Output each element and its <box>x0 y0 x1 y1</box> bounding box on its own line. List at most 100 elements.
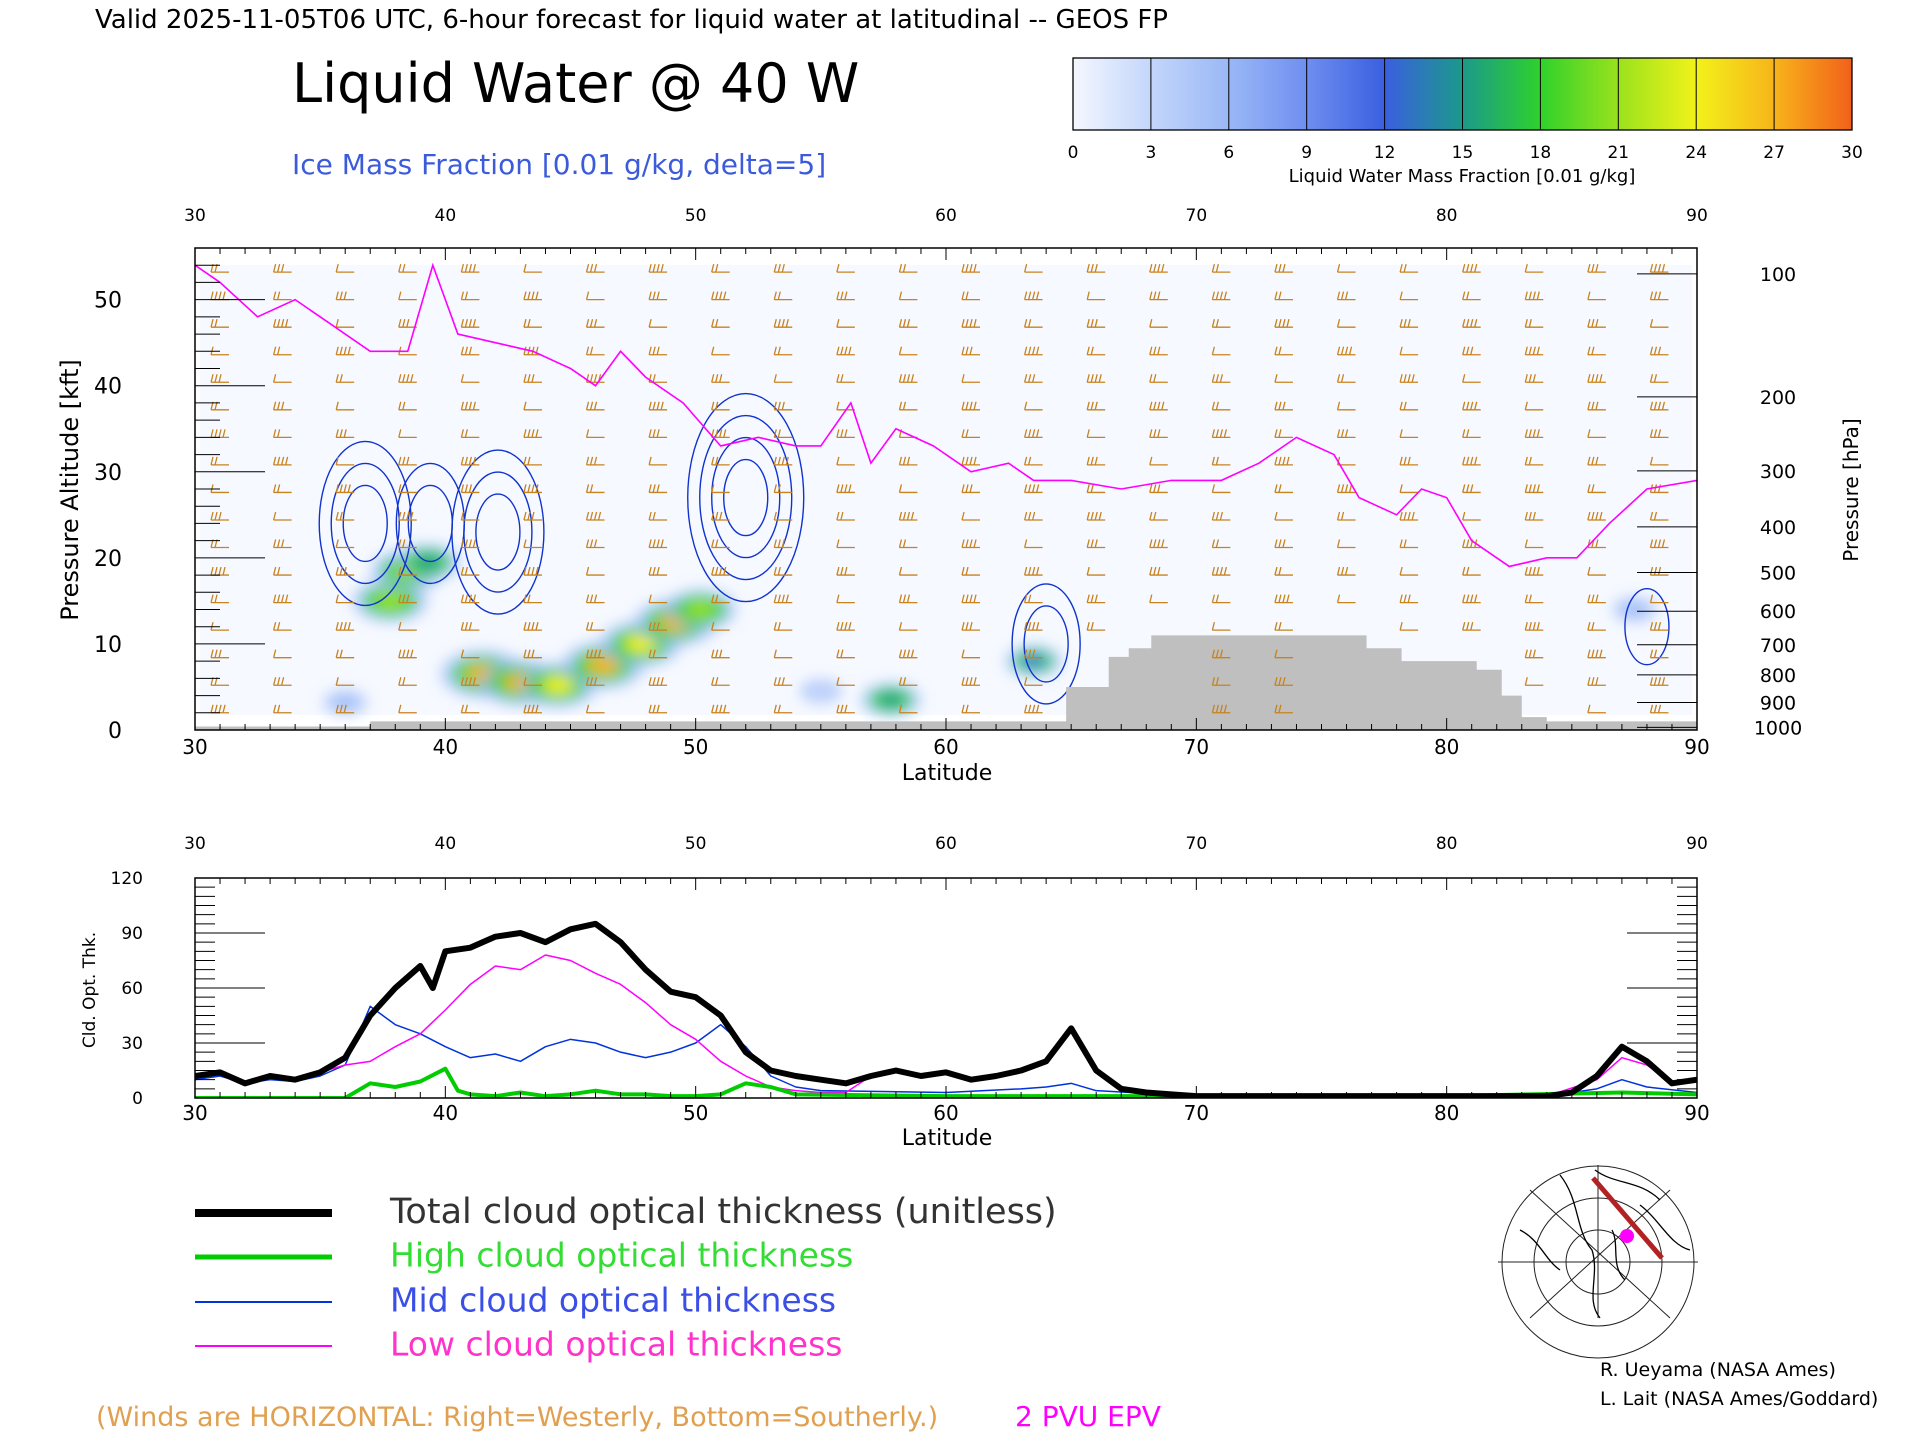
wind-barb <box>335 429 355 439</box>
wind-barb <box>335 263 355 273</box>
wind-barb <box>1399 621 1419 631</box>
legend-label-high: High cloud optical thickness <box>390 1236 853 1275</box>
wind-barb <box>398 429 417 439</box>
wind-barb <box>1086 263 1106 273</box>
pressure-tick-label: 1000 <box>1754 717 1802 739</box>
wind-barb <box>460 401 480 411</box>
ice-contour-line <box>475 493 521 571</box>
wind-barb <box>523 484 542 494</box>
wind-barb <box>1524 677 1544 686</box>
wind-barb <box>272 484 292 494</box>
wind-barb <box>210 511 230 521</box>
wind-barb <box>1274 374 1293 383</box>
wind-barb <box>523 263 542 273</box>
wind-barb <box>711 429 730 439</box>
ice-contour-line <box>342 484 388 563</box>
wind-barb <box>272 594 292 604</box>
wind-barb <box>711 704 730 714</box>
wind-barb <box>335 374 355 383</box>
wind-barb <box>523 319 542 328</box>
wind-barb <box>1649 319 1669 328</box>
wind-barb <box>961 594 981 604</box>
pressure-tick-label: 500 <box>1760 562 1796 584</box>
wind-barb <box>1274 539 1293 549</box>
legend-label-mid: Mid cloud optical thickness <box>390 1281 836 1320</box>
wind-barb <box>460 263 480 273</box>
wind-barb <box>1086 594 1106 604</box>
wind-barb <box>836 374 855 383</box>
wind-barb <box>648 566 668 576</box>
wind-barb <box>1211 401 1231 411</box>
wind-barb <box>460 621 480 631</box>
wind-barb <box>1399 456 1419 466</box>
x-tick-label-bottom-top: 50 <box>685 834 707 854</box>
x-tick-label-bottom-top: 90 <box>1686 834 1708 854</box>
ice-contours <box>318 392 1670 705</box>
wind-barb <box>1462 401 1481 411</box>
wind-barb <box>1211 677 1231 686</box>
wind-barb <box>711 263 730 273</box>
wind-barb <box>1587 621 1606 631</box>
wind-barb <box>1336 263 1356 273</box>
wind-barb <box>648 263 668 273</box>
wind-barb <box>1023 401 1043 411</box>
wind-barb <box>398 456 417 466</box>
wind-barb <box>648 649 668 659</box>
wind-barb <box>523 594 542 604</box>
wind-barb <box>398 566 417 576</box>
wind-barb <box>1149 511 1168 521</box>
wind-barb <box>648 291 668 301</box>
wind-barb <box>1023 539 1043 549</box>
pressure-axis-label: Pressure [hPa] <box>1839 418 1863 561</box>
wind-barb <box>711 484 730 494</box>
wind-barb <box>1462 566 1481 576</box>
wind-barb <box>1149 291 1168 301</box>
wind-barb <box>961 374 981 383</box>
colorbar-tick-label: 0 <box>1068 143 1079 163</box>
y-tick-label-bottom: 0 <box>132 1089 143 1109</box>
wind-barb <box>1336 291 1356 301</box>
wind-barb <box>1524 263 1544 273</box>
wind-barb <box>210 621 230 631</box>
wind-barb <box>210 484 230 494</box>
wind-barb <box>585 263 605 273</box>
wind-barb <box>1649 621 1669 631</box>
wind-barb <box>272 566 292 576</box>
wind-barb <box>460 374 480 383</box>
wind-barb <box>460 677 480 686</box>
wind-barb <box>1462 291 1481 301</box>
wind-barb <box>460 649 480 659</box>
wind-barb <box>398 677 417 686</box>
wind-barb <box>961 291 981 301</box>
wind-barb <box>1274 456 1293 466</box>
x-tick-label: 60 <box>933 735 958 759</box>
wind-barb <box>272 511 292 521</box>
wind-barb <box>711 319 730 328</box>
x-tick-label: 40 <box>433 735 458 759</box>
wind-barb <box>272 704 292 714</box>
x-tick-label-top: 90 <box>1686 206 1708 226</box>
wind-barb <box>1274 319 1293 328</box>
wind-barb <box>1274 566 1293 576</box>
x-tick-label-top: 80 <box>1436 206 1458 226</box>
wind-barb <box>1149 401 1168 411</box>
wind-barb <box>836 484 855 494</box>
wind-barb <box>335 319 355 328</box>
wind-barb <box>1587 374 1606 383</box>
wind-barb <box>648 429 668 439</box>
wind-barb <box>1587 649 1606 659</box>
wind-barb <box>585 346 605 356</box>
wind-barb <box>1149 594 1168 604</box>
wind-barb <box>1274 484 1293 494</box>
valid-time-line: Valid 2025-11-05T06 UTC, 6-hour forecast… <box>95 5 1168 35</box>
wind-barb <box>898 511 918 521</box>
wind-barb <box>711 456 730 466</box>
wind-barb <box>335 346 355 356</box>
pressure-tick-label: 100 <box>1760 264 1796 286</box>
wind-barb <box>711 346 730 356</box>
colorbar-segment <box>1462 58 1541 130</box>
wind-barb <box>398 484 417 494</box>
wind-barb <box>1587 456 1606 466</box>
y-axis-label-bottom: Cld. Opt. Thk. <box>80 932 100 1048</box>
wind-barb <box>1587 291 1606 301</box>
